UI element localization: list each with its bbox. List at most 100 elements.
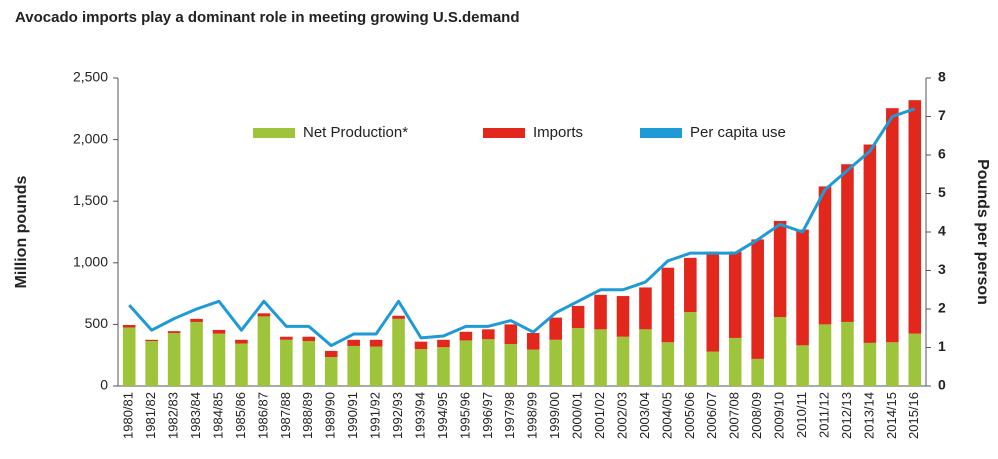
bar [796,229,809,346]
y2-tick-label: 6 [938,146,946,162]
y2-tick-label: 2 [938,300,946,316]
bar [145,341,158,386]
bar [616,296,630,337]
bar [414,341,428,350]
x-tick-label: 1980/81 [121,392,136,439]
x-tick-label: 1997/98 [502,392,517,439]
x-tick-label: 2005/06 [682,392,697,439]
x-tick-label: 2002/03 [614,392,629,439]
bar [773,220,787,318]
bar [661,267,675,343]
bar [908,333,922,386]
legend-swatch [253,128,295,138]
bar [886,342,899,386]
x-tick-label: 2015/16 [906,392,921,439]
y-tick-label: 500 [85,315,109,331]
x-tick-label: 2003/04 [637,392,652,439]
bar [549,339,562,386]
bar [482,329,495,340]
bar [796,345,809,386]
bar [369,339,383,347]
bar [392,315,405,319]
x-tick-label: 2014/15 [884,392,899,439]
x-tick-label: 1981/82 [143,392,158,439]
x-tick-label: 2012/13 [839,392,854,439]
x-tick-label: 1994/95 [435,392,450,439]
bar [459,340,473,386]
x-tick-label: 2013/14 [861,392,876,439]
bar [841,321,854,386]
bar [751,358,764,386]
bar [280,336,293,340]
bar [751,239,764,359]
bar [437,347,450,386]
x-tick-label: 2010/11 [794,392,809,438]
legend-label: Per capita use [690,124,786,141]
bar [302,336,316,342]
bar [616,336,630,386]
x-tick-label: 1987/88 [278,392,293,439]
y2-tick-label: 8 [938,69,946,85]
x-tick-label: 1990/91 [345,392,360,439]
x-tick-label: 1991/92 [368,392,383,439]
bar [459,331,473,341]
x-tick-label: 1982/83 [166,392,181,439]
bar [369,346,383,386]
x-tick-label: 1992/93 [390,392,405,439]
bar [526,349,540,386]
bar [235,343,248,386]
bar [122,327,136,386]
y2-tick-label: 1 [938,338,946,354]
bar [212,333,226,386]
bar [773,317,787,386]
bar [684,312,697,386]
legend-swatch [640,128,682,138]
x-tick-label: 1988/89 [300,392,315,439]
bar [257,313,271,317]
bar [526,333,540,350]
bar [886,108,899,343]
bar [212,329,226,334]
bar [190,321,203,386]
y-tick-label: 1,000 [73,254,108,270]
legend-label: Net Production* [303,124,408,141]
bar [571,305,585,329]
y-tick-label: 2,000 [73,130,108,146]
bar [347,345,360,386]
y2-tick-label: 0 [938,377,946,393]
bar [706,351,720,386]
bar [324,357,338,386]
bar [235,339,248,344]
bar [145,339,158,342]
x-tick-label: 2008/09 [749,392,764,439]
y-tick-label: 0 [100,377,108,393]
y-axis-title: Million pounds [13,175,30,288]
x-tick-label: 2009/10 [772,392,787,439]
x-tick-label: 2000/01 [570,392,585,439]
bar [706,251,720,352]
bar [728,337,742,386]
bar [324,350,338,358]
x-tick-label: 1999/00 [547,392,562,439]
bar [594,294,607,330]
bar [414,349,428,386]
y2-axis-title: Pounds per person [974,159,991,305]
bar [257,316,271,386]
x-tick-label: 1985/86 [233,392,248,439]
y-tick-label: 2,500 [73,69,108,85]
bar [639,329,652,386]
bar [661,342,675,386]
bar [571,328,585,386]
x-tick-label: 1993/94 [412,392,427,439]
x-tick-label: 2007/08 [727,392,742,439]
y2-tick-label: 7 [938,107,946,123]
bar [504,344,518,386]
bar [392,318,405,386]
bar [482,339,495,386]
chart-title: Avocado imports play a dominant role in … [15,9,520,26]
x-tick-label: 1983/84 [188,392,203,439]
bar [347,339,360,346]
x-tick-label: 1989/90 [323,392,338,439]
x-tick-label: 1998/99 [525,392,540,439]
